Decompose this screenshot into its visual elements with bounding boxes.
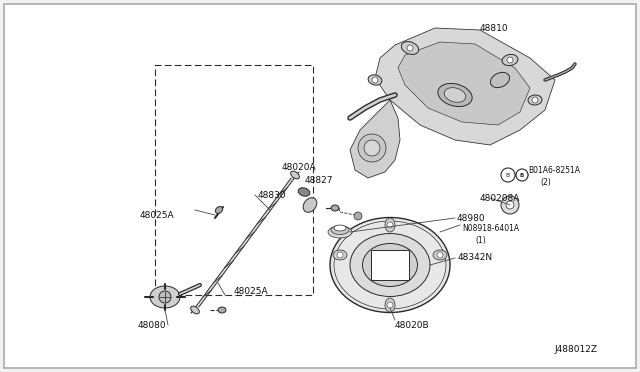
Ellipse shape: [331, 205, 339, 211]
Polygon shape: [375, 28, 555, 145]
Circle shape: [364, 140, 380, 156]
Ellipse shape: [438, 83, 472, 106]
Text: 48020B: 48020B: [395, 321, 429, 330]
Circle shape: [337, 252, 343, 258]
Ellipse shape: [331, 225, 349, 234]
Ellipse shape: [328, 226, 352, 238]
Ellipse shape: [490, 73, 509, 88]
Ellipse shape: [303, 198, 317, 212]
Ellipse shape: [528, 95, 542, 105]
Circle shape: [358, 134, 386, 162]
Bar: [371, 250, 409, 280]
Circle shape: [354, 212, 362, 220]
Circle shape: [387, 222, 393, 228]
Ellipse shape: [150, 286, 180, 308]
Text: (1): (1): [475, 235, 486, 244]
Ellipse shape: [385, 298, 395, 312]
Circle shape: [501, 168, 515, 182]
Circle shape: [506, 201, 514, 209]
Ellipse shape: [291, 171, 300, 179]
Ellipse shape: [433, 250, 447, 260]
Ellipse shape: [191, 306, 199, 314]
Circle shape: [532, 97, 538, 103]
Text: 48020A: 48020A: [282, 163, 317, 171]
Ellipse shape: [401, 42, 419, 54]
Ellipse shape: [333, 250, 347, 260]
Text: 48980: 48980: [457, 214, 486, 222]
Circle shape: [516, 169, 528, 181]
Circle shape: [159, 291, 171, 303]
Text: B01A6-8251A: B01A6-8251A: [528, 166, 580, 174]
Ellipse shape: [362, 244, 417, 286]
Ellipse shape: [444, 88, 466, 102]
Text: J488012Z: J488012Z: [554, 346, 597, 355]
Ellipse shape: [216, 206, 223, 214]
Ellipse shape: [330, 218, 450, 312]
Polygon shape: [350, 100, 400, 178]
Text: (2): (2): [540, 177, 551, 186]
Polygon shape: [191, 172, 299, 313]
Circle shape: [507, 57, 513, 63]
Ellipse shape: [218, 307, 226, 313]
Circle shape: [387, 302, 393, 308]
Circle shape: [372, 77, 378, 83]
Text: 48827: 48827: [305, 176, 333, 185]
Text: 48810: 48810: [480, 23, 509, 32]
Ellipse shape: [334, 225, 346, 231]
Ellipse shape: [502, 54, 518, 65]
Text: 48830: 48830: [258, 190, 287, 199]
Text: 48025A: 48025A: [234, 288, 269, 296]
Text: 48080: 48080: [138, 321, 166, 330]
Text: 480208A: 480208A: [480, 193, 520, 202]
Text: B: B: [520, 173, 524, 177]
Circle shape: [437, 252, 443, 258]
Circle shape: [407, 45, 413, 51]
Ellipse shape: [385, 218, 395, 232]
Text: 48025A: 48025A: [140, 211, 175, 219]
Ellipse shape: [298, 188, 310, 196]
Ellipse shape: [368, 75, 382, 85]
Text: B: B: [506, 173, 510, 177]
Bar: [155, 65, 313, 295]
Ellipse shape: [516, 171, 528, 179]
Text: 48342N: 48342N: [458, 253, 493, 263]
Circle shape: [501, 196, 519, 214]
Ellipse shape: [350, 234, 430, 296]
Text: N08918-6401A: N08918-6401A: [462, 224, 519, 232]
Polygon shape: [398, 42, 530, 125]
